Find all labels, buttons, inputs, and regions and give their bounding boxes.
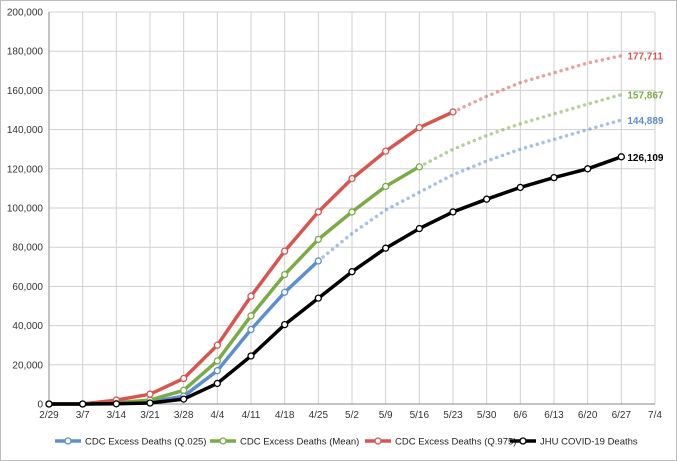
x-tick-label: 3/7 xyxy=(76,410,90,421)
x-tick-label: 4/25 xyxy=(309,410,329,421)
data-point xyxy=(382,244,390,252)
data-point xyxy=(146,399,154,407)
y-tick-label: 160,000 xyxy=(7,86,44,97)
x-tick-label: 3/14 xyxy=(107,410,127,421)
x-tick-label: 7/4 xyxy=(648,410,662,421)
y-tick-label: 100,000 xyxy=(7,204,44,215)
legend-label: CDC Excess Deaths (Q.975) xyxy=(395,437,516,448)
legend-swatch-marker xyxy=(374,437,382,445)
data-point xyxy=(415,163,423,171)
y-tick-label: 140,000 xyxy=(7,125,44,136)
legend-swatch-marker xyxy=(519,437,527,445)
data-point xyxy=(314,294,322,302)
data-point xyxy=(146,390,154,398)
data-point xyxy=(483,195,491,203)
series-projection-line xyxy=(316,118,624,263)
data-point xyxy=(213,367,221,375)
x-tick-label: 6/13 xyxy=(544,410,564,421)
data-point xyxy=(180,395,188,403)
legend-label: CDC Excess Deaths (Mean) xyxy=(240,437,359,448)
x-tick-label: 6/27 xyxy=(612,410,632,421)
legend-label: CDC Excess Deaths (Q.025) xyxy=(85,437,206,448)
data-point xyxy=(112,400,120,408)
x-tick-label: 5/2 xyxy=(345,410,359,421)
x-tick-label: 2/29 xyxy=(39,410,59,421)
data-point xyxy=(617,153,625,161)
y-tick-label: 120,000 xyxy=(7,164,44,175)
end-value-label: 126,109 xyxy=(627,153,664,164)
x-tick-label: 4/11 xyxy=(242,410,261,421)
data-point xyxy=(180,386,188,394)
series-line xyxy=(49,155,622,406)
data-point xyxy=(213,379,221,388)
data-point xyxy=(314,235,322,244)
data-point xyxy=(382,147,390,155)
data-point xyxy=(415,224,423,233)
x-tick-label: 5/23 xyxy=(443,410,463,421)
data-point xyxy=(348,268,356,276)
data-point xyxy=(281,247,289,255)
series-projection-line xyxy=(451,53,624,114)
data-point xyxy=(382,182,390,191)
data-point xyxy=(247,325,255,334)
data-point xyxy=(213,357,221,365)
data-point xyxy=(584,165,592,173)
data-point xyxy=(550,173,558,182)
x-tick-label: 4/18 xyxy=(275,410,295,421)
x-tick-label: 3/28 xyxy=(174,410,194,421)
x-tick-label: 6/20 xyxy=(578,410,598,421)
data-point xyxy=(79,400,87,408)
end-value-label: 177,711 xyxy=(627,52,663,63)
data-point xyxy=(281,288,289,296)
y-tick-label: 200,000 xyxy=(7,8,44,19)
y-tick-label: 40,000 xyxy=(12,321,43,332)
data-point xyxy=(281,270,289,279)
data-point xyxy=(449,208,457,216)
end-value-label: 144,889 xyxy=(627,116,664,127)
x-tick-label: 5/16 xyxy=(410,410,430,421)
data-point xyxy=(213,341,221,349)
end-value-label: 157,867 xyxy=(627,91,664,102)
data-point xyxy=(314,208,322,216)
data-point xyxy=(247,292,255,300)
legend-swatch-marker xyxy=(64,437,72,445)
x-tick-label: 3/21 xyxy=(140,410,160,421)
data-point xyxy=(348,174,356,183)
data-point xyxy=(281,320,289,329)
x-tick-label: 5/30 xyxy=(477,410,497,421)
y-tick-label: 80,000 xyxy=(12,243,43,254)
y-tick-label: 0 xyxy=(37,400,43,411)
y-tick-label: 180,000 xyxy=(7,47,44,58)
data-point xyxy=(180,374,188,383)
data-point xyxy=(314,257,322,265)
data-point xyxy=(247,352,255,360)
data-point xyxy=(516,183,524,192)
series-projection-line xyxy=(417,92,624,169)
data-point xyxy=(247,312,255,320)
y-tick-label: 20,000 xyxy=(12,360,43,371)
y-tick-label: 60,000 xyxy=(12,282,43,293)
x-tick-label: 5/9 xyxy=(379,410,393,421)
x-tick-label: 6/6 xyxy=(513,410,527,421)
legend-swatch-marker xyxy=(219,437,227,445)
data-point xyxy=(348,208,356,216)
data-point xyxy=(449,108,457,116)
x-tick-label: 4/4 xyxy=(210,410,224,421)
data-point xyxy=(415,123,423,132)
legend-label: JHU COVID-19 Deaths xyxy=(540,437,638,448)
data-point xyxy=(45,400,53,408)
